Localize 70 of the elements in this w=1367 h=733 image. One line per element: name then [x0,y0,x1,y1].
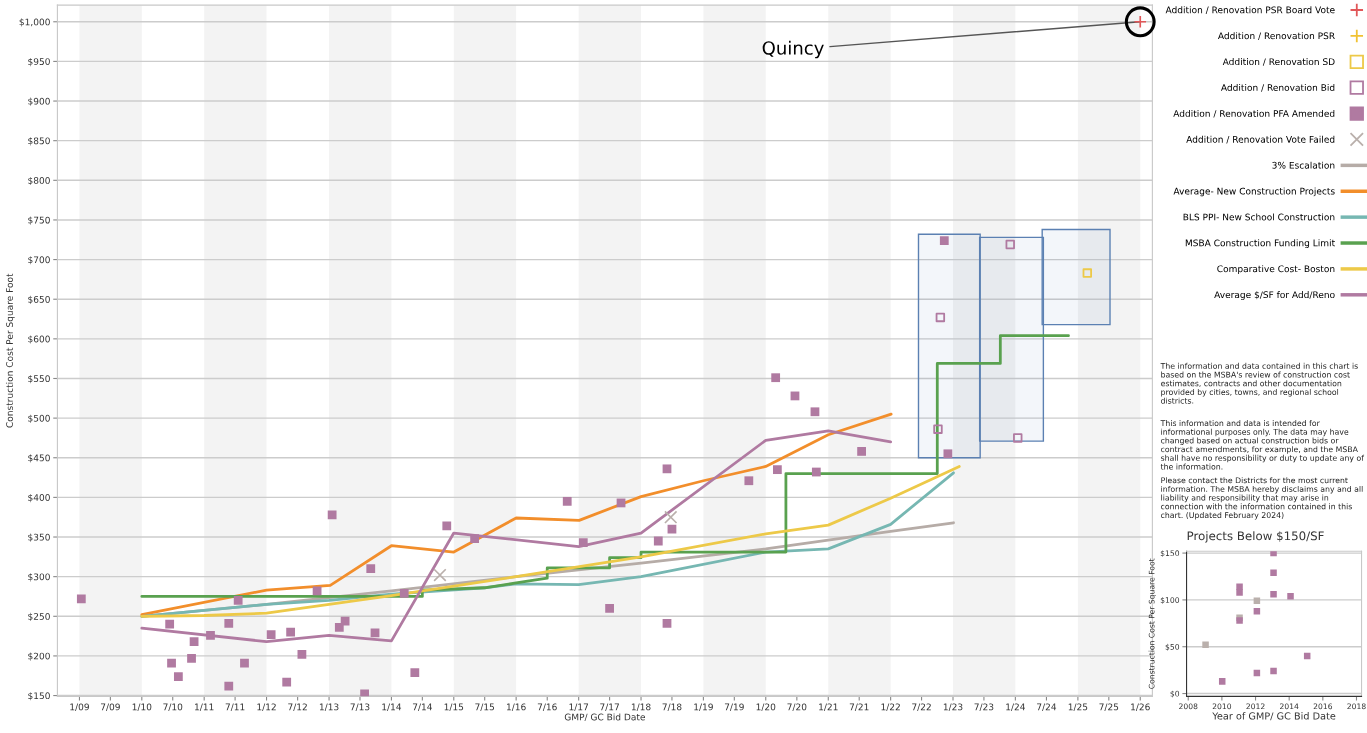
x-tick-label: 1/17 [569,703,589,711]
x-tick-label: 7/14 [412,703,432,711]
x-tick-label: 1/24 [1006,703,1025,711]
x-tick-label: 1/25 [1068,703,1088,711]
x-tick-label: 7/11 [225,703,245,711]
y-tick-label: $850 [28,137,50,146]
y-tick-label: $600 [28,335,50,344]
x-tick-label: 1/16 [507,703,526,711]
legend-label: MSBA Construction Funding Limit [1185,239,1335,249]
legend-label: Average- New Construction Projects [1173,187,1335,197]
legend-label: Average $/SF for Add/Reno [1214,291,1335,300]
x-tick-label: 1/10 [132,703,152,711]
y-tick-label: $900 [28,97,50,106]
x-tick-label: 1/23 [943,703,963,711]
x-tick-label: 7/23 [974,703,994,711]
legend-label: 3% Escalation [1272,161,1335,169]
y-tick-label: $550 [28,375,50,384]
legend-label: Addition / Renovation PSR Board Vote [1165,6,1335,15]
y-tick-label: $700 [28,256,50,265]
x-tick-label: 1/26 [1131,703,1150,711]
legend-label: Addition / Renovation SD [1222,58,1335,66]
x-tick-label: 7/15 [475,703,495,711]
y-tick-label: $350 [28,533,50,542]
y-tick-label: $500 [28,414,50,423]
y-tick-label: $200 [28,652,50,661]
legend-label: Comparative Cost- Boston [1217,265,1335,274]
x-tick-label: 1/18 [631,703,651,711]
x-tick-label: 1/11 [195,703,214,711]
y-tick-label: $300 [28,573,50,582]
x-tick-label: 1/14 [382,703,402,711]
y-tick-label: $450 [28,454,50,463]
y-tick-label: $250 [28,612,50,622]
legend-label: BLS PPI- New School Construction [1183,213,1335,221]
x-tick-label: 7/22 [912,703,931,711]
x-tick-label: 7/09 [100,703,120,711]
x-axis-title: Year of GMP/ GC Bid Date [1212,712,1336,721]
legend-label: Addition / Renovation Bid [1220,83,1335,92]
y-tick-label: $1,000 [19,18,50,27]
y-tick-label: $750 [28,216,50,225]
x-tick-label: 7/16 [537,703,557,711]
legend-label: Addition / Renovation PFA Amended [1173,109,1335,118]
legend-label: Addition / Renovation PSR [1217,32,1335,40]
y-tick-label: $950 [28,57,50,67]
x-axis-title: GMP/ GC Bid Date [564,713,646,722]
x-tick-label: 7/12 [288,703,307,711]
x-tick-label: 1/21 [819,703,838,711]
x-tick-label: 1/15 [444,703,464,711]
x-tick-label: 7/20 [787,703,807,711]
x-tick-label: 7/21 [849,703,869,711]
x-tick-label: 7/17 [600,703,619,711]
x-tick-label: 1/22 [881,703,900,711]
y-tick-label: $400 [28,493,50,503]
y-axis-title: Construction Cost Per Square Foot [5,273,15,428]
legend-label: Addition / Renovation Vote Failed [1186,135,1335,144]
y-tick-label: $650 [28,295,50,304]
x-tick-label: 1/20 [756,703,776,711]
x-tick-label: 7/25 [1099,703,1119,711]
annotation: Quincy [762,40,824,59]
y-tick-label: $150 [28,692,50,701]
x-tick-label: 1/09 [70,703,89,711]
x-tick-label: 7/10 [163,703,183,711]
x-tick-label: 1/19 [694,703,713,711]
chart-title: Projects Below $150/SF [1187,531,1324,543]
x-tick-label: 1/13 [319,703,339,711]
x-tick-label: 7/24 [1037,703,1057,711]
x-tick-label: 7/19 [724,703,744,711]
y-tick-label: $800 [28,176,50,186]
x-tick-label: 1/12 [257,703,276,711]
x-tick-label: 7/18 [662,703,682,711]
x-tick-label: 7/13 [350,703,370,711]
